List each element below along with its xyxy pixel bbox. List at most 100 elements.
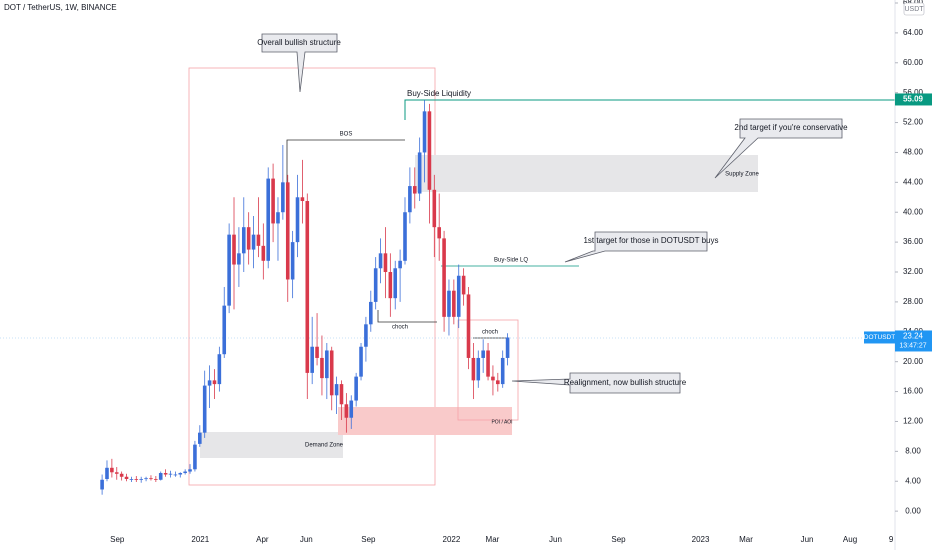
candle-body	[486, 350, 490, 377]
candle-body	[144, 478, 148, 480]
candle-body	[100, 479, 104, 490]
candle-body	[129, 479, 134, 480]
candle-body	[149, 478, 153, 480]
candle-body	[403, 212, 407, 261]
chart-title: DOT / TetherUS, 1W, BINANCE	[4, 3, 117, 12]
candle-body	[285, 182, 290, 280]
candle-body	[364, 324, 368, 347]
candle-body	[110, 467, 114, 473]
candle-body	[368, 301, 373, 325]
candle-body	[334, 384, 339, 396]
candle-body	[212, 380, 217, 385]
candle-body	[432, 189, 437, 228]
range-box	[457, 319, 519, 421]
currency: USDT	[904, 6, 924, 13]
candle-body	[202, 385, 207, 433]
candle-body	[325, 350, 329, 379]
price-label: 55.09	[903, 95, 924, 104]
candle-body	[193, 444, 197, 470]
candle-body	[222, 305, 227, 355]
candle-body	[393, 268, 398, 299]
annotation: Overall bullish structure	[257, 38, 341, 47]
annotation: Buy-Side Liquidity	[407, 89, 471, 98]
y-tick-label: 64.00	[903, 28, 924, 37]
candle-body	[437, 227, 441, 239]
candle-body	[442, 238, 446, 317]
candle-body	[281, 182, 285, 213]
callout	[261, 33, 338, 93]
candle-body	[310, 346, 314, 373]
candle-body	[408, 186, 412, 213]
candle-body	[476, 357, 481, 381]
candle-body	[505, 337, 510, 358]
candle-body	[496, 380, 500, 385]
symbol-label-bg	[864, 331, 895, 344]
x-tick-label: 2021	[191, 535, 209, 544]
candle-body	[354, 376, 358, 401]
candle-body	[198, 432, 202, 444]
candle-body	[500, 357, 505, 385]
candle-body	[227, 234, 231, 306]
price-label-bg	[895, 93, 932, 106]
candle-body	[412, 186, 417, 194]
candle-body	[173, 474, 178, 476]
y-tick-label: 20.00	[903, 357, 924, 366]
candle-body	[163, 473, 168, 475]
annotation: BOS	[340, 132, 353, 138]
annotation: Realignment, now bullish structure	[564, 378, 687, 387]
candle-body	[471, 357, 476, 381]
y-tick-label: 40.00	[903, 207, 924, 216]
candle-body	[246, 227, 251, 250]
candle-body	[427, 111, 432, 190]
candle-body	[178, 473, 183, 475]
candle-body	[124, 476, 129, 480]
candle-body	[466, 294, 471, 358]
candle-body	[339, 384, 344, 405]
candle-body	[344, 404, 349, 418]
candle-body	[119, 473, 124, 477]
annotation: 1st target for those in DOTUSDT buys	[583, 236, 718, 245]
candle-body	[320, 357, 324, 379]
y-tick-label: 44.00	[903, 177, 924, 186]
y-tick-label: 60.00	[903, 58, 924, 67]
x-tick-label: 2023	[692, 535, 710, 544]
y-tick-label: 12.00	[903, 417, 924, 426]
poi-zone	[338, 407, 512, 435]
candle-body	[217, 354, 222, 385]
x-tick-label: Mar	[739, 535, 753, 544]
candle-body	[114, 472, 119, 474]
candle-body	[134, 479, 139, 480]
callout	[714, 118, 843, 179]
candle-body	[188, 469, 192, 472]
x-tick-label: Jun	[801, 535, 814, 544]
candle-body	[168, 473, 173, 475]
x-tick-label: 9	[889, 535, 894, 544]
candle-body	[232, 234, 236, 265]
y-tick-label: 56.00	[903, 88, 924, 97]
y-tick-label: 32.00	[903, 267, 924, 276]
candle-body	[290, 242, 295, 280]
candle-body	[456, 275, 461, 317]
symbol-label: DOTUSDT	[864, 334, 895, 341]
candle-body	[276, 212, 280, 224]
structure-box	[188, 67, 436, 486]
candle-body	[305, 201, 310, 373]
candle-body	[251, 234, 256, 250]
candle-body	[329, 350, 334, 396]
candle-body	[266, 178, 271, 261]
y-tick-label: 0.00	[905, 506, 921, 515]
x-tick-label: 2022	[443, 535, 461, 544]
annotation: Demand Zone	[305, 443, 344, 449]
candle-body	[349, 400, 354, 418]
x-tick-label: Sep	[361, 535, 376, 544]
y-tick-label: 16.00	[903, 387, 924, 396]
candle-body	[491, 376, 495, 381]
candle-body	[447, 290, 451, 317]
annotation: Buy-Side LQ	[494, 258, 528, 264]
candle-body	[261, 245, 266, 261]
annotation: POI / AOI	[491, 419, 512, 425]
callout	[511, 372, 681, 394]
candle-body	[271, 178, 275, 224]
candle-body	[241, 227, 246, 254]
